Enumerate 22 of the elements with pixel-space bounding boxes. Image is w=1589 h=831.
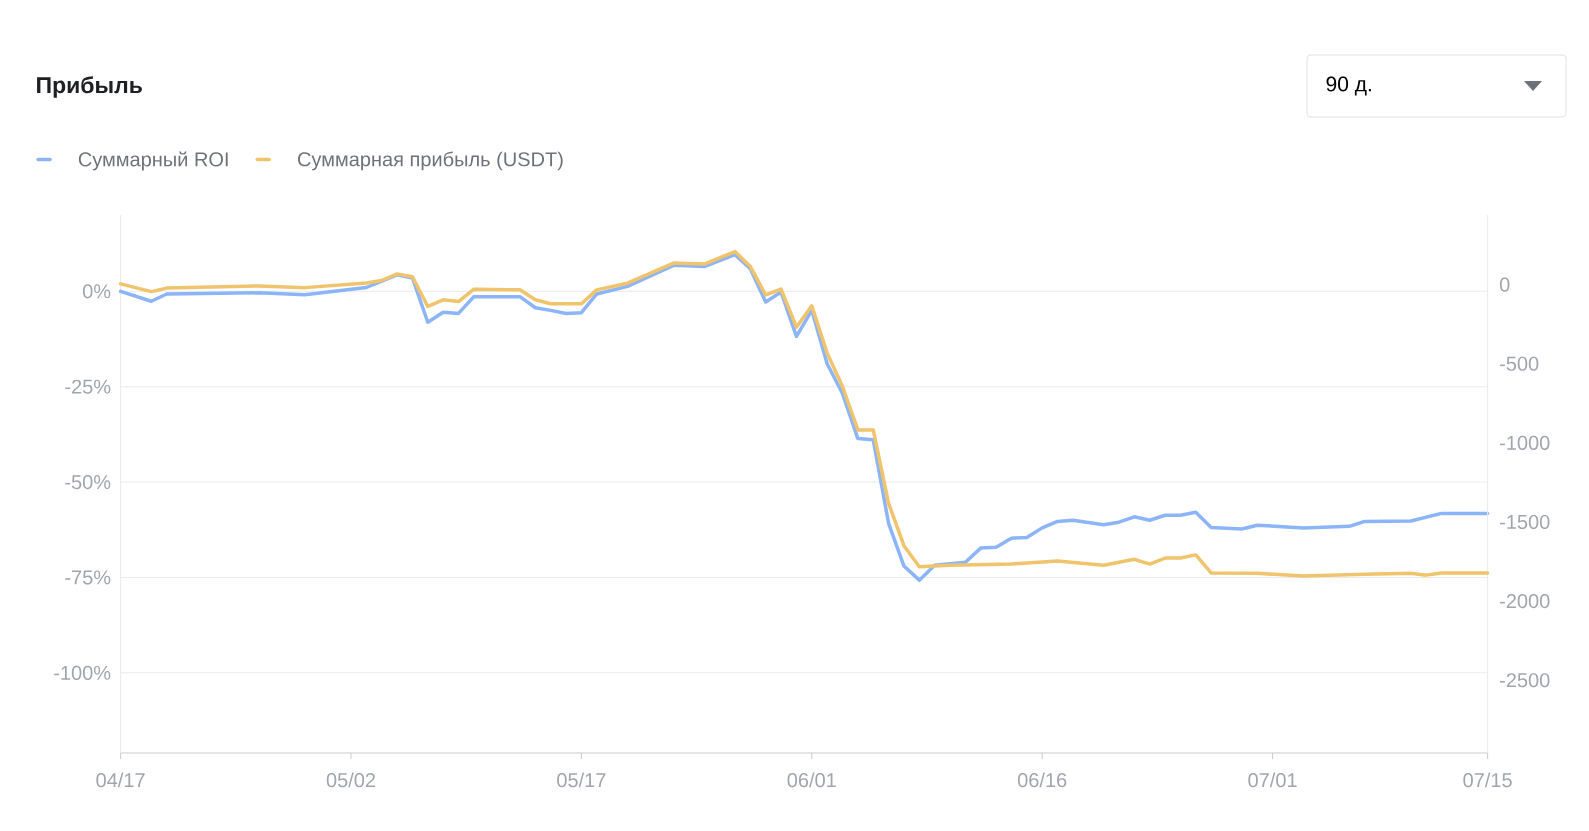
legend-label: Суммарный ROI	[78, 151, 228, 171]
legend-label: Суммарная прибыль (USDT)	[298, 151, 563, 171]
x-tick-label: 04/17	[96, 772, 145, 788]
x-tick-label: 06/01	[787, 772, 836, 788]
y-tick-label: 0%	[82, 284, 111, 299]
x-tick-label: 05/02	[326, 772, 376, 788]
y2-tick-label: 0	[1499, 277, 1510, 292]
y-tick-label: -100%	[54, 665, 111, 680]
y2-tick-label: -2500	[1500, 673, 1550, 688]
x-tick-label: 07/01	[1248, 772, 1297, 788]
y2-tick-label: -500	[1500, 356, 1539, 371]
x-tick-label: 07/15	[1463, 772, 1512, 788]
x-tick-label: 05/17	[557, 772, 606, 788]
y2-tick-label: -1000	[1500, 435, 1550, 450]
y2-tick-label: -2000	[1500, 594, 1550, 609]
y-tick-label: -75%	[65, 570, 111, 585]
y-tick-label: -50%	[65, 475, 111, 490]
text: 90 д.	[1326, 76, 1371, 96]
y2-tick-label: -1500	[1500, 514, 1550, 530]
x-tick-label: 06/16	[1017, 772, 1067, 788]
y-tick-label: -25%	[65, 379, 111, 394]
chart-title: Прибыль	[37, 76, 142, 98]
